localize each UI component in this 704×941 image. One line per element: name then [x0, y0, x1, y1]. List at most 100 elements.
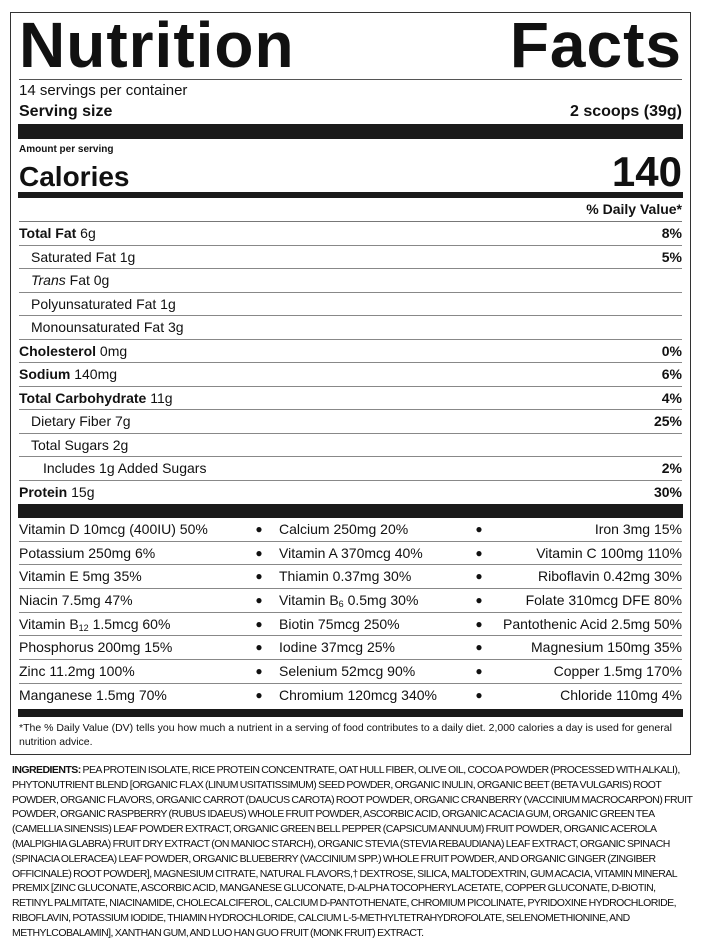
nutrient-amount: 6g — [76, 225, 96, 241]
vitamin-text-pre: Riboflavin 0.42mg 30% — [538, 568, 682, 585]
vitamin-entry: Vitamin E 5mg 35% — [19, 565, 239, 589]
vitamin-text-pre: Vitamin E 5mg 35% — [19, 568, 142, 585]
vitamin-entry: Chromium 120mcg 340% — [279, 684, 459, 708]
daily-value-header: % Daily Value* — [19, 198, 682, 222]
nutrient-name: Trans — [31, 272, 66, 288]
vitamin-text-pre: Magnesium 150mg 35% — [531, 639, 682, 656]
vitamin-mineral-grid: Vitamin D 10mcg (400IU) 50% ● Calcium 250m… — [19, 518, 682, 708]
nutrient-label: Monounsaturated Fat 3g — [19, 316, 184, 339]
nutrient-name: Monounsaturated Fat 3g — [31, 319, 184, 335]
bullet-icon: ● — [475, 522, 483, 536]
vitamin-text-pre: Chloride 110mg 4% — [560, 686, 682, 703]
bullet-icon: ● — [475, 569, 483, 584]
vitamin-entry: Vitamin D 10mcg (400IU) 50% — [19, 518, 239, 542]
vitamin-text-pre: Folate 310mcg DFE 80% — [525, 592, 682, 609]
bullet-icon: ● — [255, 687, 263, 702]
divider-medium — [18, 192, 683, 198]
divider-thick — [18, 708, 683, 717]
vitamin-text-pre: Manganese 1.5mg 70% — [19, 686, 167, 703]
ingredients-label: INGREDIENTS: — [12, 764, 81, 776]
nutrient-row: Dietary Fiber 7g 25% — [19, 410, 682, 434]
vitamin-text-pre: Iron 3mg 15% — [594, 521, 682, 537]
nutrient-daily-value: 30% — [653, 483, 682, 500]
nutrient-label: Protein 15g — [19, 481, 94, 505]
nutrient-name: Protein — [19, 483, 68, 500]
nutrient-label: Includes 1g Added Sugars — [19, 457, 206, 480]
nutrient-daily-value: 25% — [653, 413, 682, 429]
nutrient-row: Monounsaturated Fat 3g — [19, 316, 682, 340]
vitamin-row: Vitamin B12 1.5mcg 60% ● Biotin 75mcg 250%… — [19, 613, 682, 637]
nutrient-name: Saturated Fat 1g — [31, 248, 136, 265]
vitamin-entry: Vitamin B12 1.5mcg 60% — [19, 613, 239, 637]
vitamin-text-pre: Biotin 75mcg 250% — [279, 615, 400, 632]
vitamin-entry: Chloride 110mg 4% — [499, 684, 682, 708]
vitamin-text-sub: 6 — [338, 599, 344, 610]
bullet-icon: ● — [475, 545, 483, 560]
vitamin-entry: Iron 3mg 15% — [499, 518, 682, 542]
nutrient-label: Cholesterol 0mg — [19, 340, 127, 363]
calories-row: Calories 140 — [19, 151, 682, 193]
ingredients-text: PEA PROTEIN ISOLATE, RICE PROTEIN CONCEN… — [12, 764, 693, 939]
bullet-icon: ● — [475, 640, 483, 655]
vitamin-text-post: 1.5mcg 60% — [88, 615, 171, 632]
vitamin-row: Manganese 1.5mg 70% ● Chromium 120mcg 340%… — [19, 684, 682, 708]
nutrient-name: Total Carbohydrate — [19, 389, 147, 406]
amount-per-serving: Amount per serving — [19, 144, 114, 155]
nutrient-amount: 140mg — [70, 366, 118, 382]
title-nutrition: Nutrition — [19, 9, 295, 81]
nutrient-daily-value: 2% — [661, 460, 682, 476]
vitamin-entry: Folate 310mcg DFE 80% — [499, 589, 682, 613]
bullet-icon: ● — [255, 616, 263, 631]
nutrient-label: Total Sugars 2g — [19, 434, 128, 457]
nutrient-daily-value: 0% — [661, 342, 682, 359]
nutrient-label: Sodium 140mg — [19, 363, 117, 386]
vitamin-entry: Magnesium 150mg 35% — [499, 636, 682, 660]
vitamin-text-sub: 12 — [78, 622, 89, 633]
title-facts: Facts — [509, 9, 682, 81]
vitamin-entry: Vitamin C 100mg 110% — [499, 542, 682, 566]
nutrient-label: Total Carbohydrate 11g — [19, 387, 173, 410]
nutrient-daily-value: 8% — [661, 225, 682, 241]
vitamin-entry: Potassium 250mg 6% — [19, 542, 239, 566]
serving-size-row: Serving size 2 scoops (39g) — [19, 100, 682, 124]
vitamin-text-pre: Vitamin B — [279, 592, 339, 609]
serving-size-value: 2 scoops (39g) — [569, 103, 682, 120]
nutrient-row: Polyunsaturated Fat 1g — [19, 293, 682, 316]
nutrient-row: Cholesterol 0mg 0% — [19, 340, 682, 363]
nutrient-name: Includes 1g Added Sugars — [43, 460, 207, 476]
vitamin-text-pre: Vitamin B — [19, 615, 79, 632]
bullet-icon: ● — [255, 664, 263, 679]
nutrient-row: Total Sugars 2g — [19, 434, 682, 457]
nutrient-name: Total Sugars 2g — [31, 436, 129, 453]
bullet-icon: ● — [475, 593, 483, 608]
vitamin-text-post: 0.5mg 30% — [343, 592, 419, 609]
vitamin-text-pre: Vitamin A 370mcg 40% — [279, 544, 423, 561]
vitamin-text-pre: Zinc 11.2mg 100% — [19, 663, 135, 680]
divider-thick — [18, 504, 683, 518]
calories-label: Calories — [19, 161, 130, 192]
vitamin-entry: Copper 1.5mg 170% — [499, 660, 682, 684]
vitamin-text-pre: Calcium 250mg 20% — [279, 521, 409, 537]
calories-value: 140 — [611, 148, 682, 195]
nutrient-label: Polyunsaturated Fat 1g — [19, 293, 176, 316]
nutrient-row: Sodium 140mg 6% — [19, 363, 682, 387]
vitamin-entry: Vitamin A 370mcg 40% — [279, 542, 459, 566]
vitamin-text-pre: Vitamin D 10mcg (400IU) 50% — [19, 521, 208, 537]
serving-size-label: Serving size — [19, 103, 113, 120]
vitamin-entry: Niacin 7.5mg 47% — [19, 589, 239, 613]
vitamin-entry: Manganese 1.5mg 70% — [19, 684, 239, 708]
vitamin-text-pre: Selenium 52mcg 90% — [279, 663, 416, 680]
nutrient-daily-value: 4% — [661, 389, 682, 406]
vitamin-text-pre: Thiamin 0.37mg 30% — [279, 568, 412, 585]
divider-thick — [18, 124, 683, 139]
vitamin-entry: Selenium 52mcg 90% — [279, 660, 459, 684]
footnote: *The % Daily Value (DV) tells you how mu… — [19, 721, 672, 748]
nutrient-row: Protein 15g 30% — [19, 481, 682, 505]
nutrient-amount: 11g — [146, 389, 173, 406]
nutrient-row: Includes 1g Added Sugars 2% — [19, 457, 682, 481]
vitamin-entry: Calcium 250mg 20% — [279, 518, 459, 542]
bullet-icon: ● — [255, 593, 263, 608]
vitamin-text-pre: Niacin 7.5mg 47% — [19, 592, 133, 609]
nutrient-name: Dietary Fiber 7g — [31, 413, 131, 429]
nutrient-label: Dietary Fiber 7g — [19, 410, 131, 433]
